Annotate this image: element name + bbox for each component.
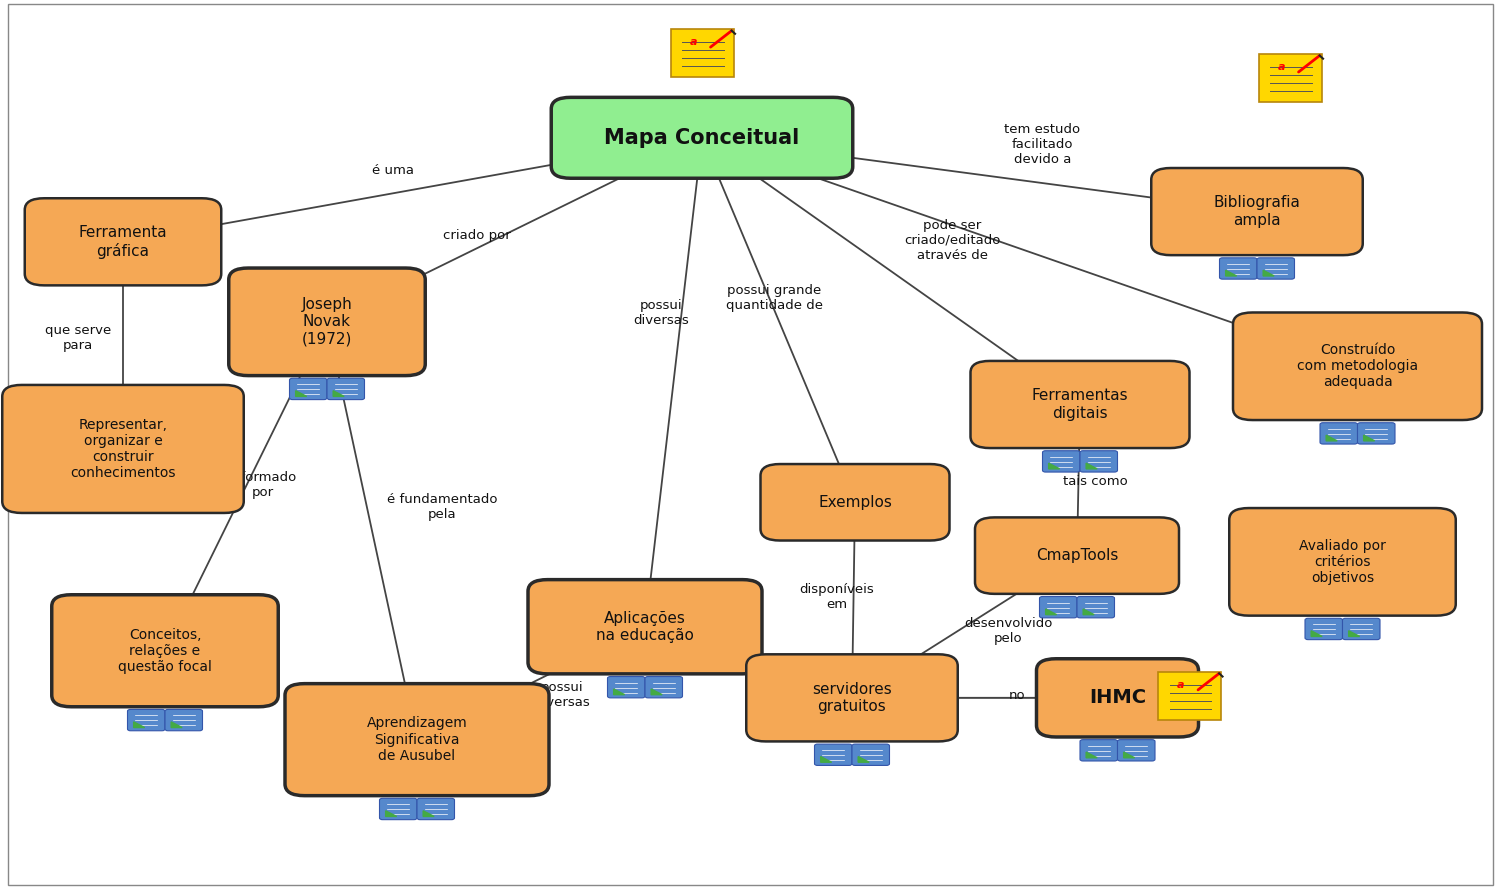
FancyBboxPatch shape [228,268,426,375]
Text: a: a [1178,680,1185,690]
Text: criado por: criado por [442,229,512,242]
FancyBboxPatch shape [417,798,454,820]
Polygon shape [614,689,624,694]
FancyBboxPatch shape [1230,509,1455,615]
Polygon shape [1086,463,1096,469]
FancyBboxPatch shape [1118,740,1155,761]
FancyBboxPatch shape [1220,258,1257,279]
FancyBboxPatch shape [1233,313,1482,420]
FancyBboxPatch shape [128,709,165,731]
FancyBboxPatch shape [1077,597,1114,618]
FancyBboxPatch shape [290,379,327,399]
Text: Conceitos,
relações e
questão focal: Conceitos, relações e questão focal [118,628,211,674]
Text: que serve
para: que serve para [45,324,111,352]
Polygon shape [821,757,831,762]
FancyBboxPatch shape [1358,423,1395,444]
FancyBboxPatch shape [380,798,417,820]
Polygon shape [1348,631,1359,637]
Text: possui
diversas: possui diversas [534,681,591,709]
Text: Representar,
organizar e
construir
conhecimentos: Representar, organizar e construir conhe… [70,418,176,480]
FancyBboxPatch shape [1042,451,1080,472]
Text: Bibliografia
ampla: Bibliografia ampla [1214,196,1300,228]
Text: é fundamentado
pela: é fundamentado pela [387,493,498,521]
FancyBboxPatch shape [327,379,364,399]
FancyBboxPatch shape [26,198,222,285]
Text: a: a [690,37,698,47]
Polygon shape [1364,436,1374,441]
Text: Exemplos: Exemplos [818,495,892,509]
Polygon shape [1226,270,1236,276]
FancyBboxPatch shape [1342,619,1380,640]
Text: pode ser
criado/editado
através de: pode ser criado/editado através de [904,219,1001,261]
FancyBboxPatch shape [746,654,957,741]
Text: disponíveis
em: disponíveis em [800,583,874,612]
Text: tem estudo
facilitado
devido a: tem estudo facilitado devido a [1005,123,1080,165]
FancyBboxPatch shape [815,744,852,765]
Polygon shape [386,811,396,816]
Text: servidores
gratuitos: servidores gratuitos [812,682,892,714]
Polygon shape [1124,752,1134,757]
Text: Ferramenta
gráfica: Ferramenta gráfica [78,225,168,259]
Polygon shape [296,391,306,396]
FancyBboxPatch shape [2,385,243,513]
FancyBboxPatch shape [285,684,549,796]
Polygon shape [858,757,868,762]
Text: possui grande
quantidade de: possui grande quantidade de [726,284,822,312]
Text: é formado
por: é formado por [228,470,297,499]
FancyBboxPatch shape [1257,258,1294,279]
FancyBboxPatch shape [760,464,950,541]
FancyBboxPatch shape [1152,168,1362,255]
Polygon shape [1048,463,1059,469]
FancyBboxPatch shape [1080,451,1118,472]
Polygon shape [1326,436,1336,441]
Text: Mapa Conceitual: Mapa Conceitual [604,128,800,148]
Text: tais como: tais como [1062,476,1128,488]
FancyBboxPatch shape [528,580,762,674]
FancyBboxPatch shape [975,517,1179,594]
FancyBboxPatch shape [51,595,279,707]
FancyBboxPatch shape [1040,597,1077,618]
Polygon shape [423,811,433,816]
Text: desenvolvido
pelo: desenvolvido pelo [964,617,1052,645]
Polygon shape [1263,270,1274,276]
Text: possui
diversas: possui diversas [633,299,690,327]
FancyBboxPatch shape [1080,740,1118,761]
FancyBboxPatch shape [645,677,682,698]
FancyBboxPatch shape [670,28,734,76]
FancyBboxPatch shape [1320,423,1358,444]
Text: Aprendizagem
Significativa
de Ausubel: Aprendizagem Significativa de Ausubel [366,717,468,763]
FancyBboxPatch shape [165,709,202,731]
FancyBboxPatch shape [852,744,889,765]
FancyBboxPatch shape [608,677,645,698]
Text: a: a [1278,62,1286,72]
Polygon shape [1311,631,1322,637]
Text: CmapTools: CmapTools [1036,549,1118,563]
FancyBboxPatch shape [1258,53,1322,101]
FancyBboxPatch shape [970,361,1190,448]
FancyBboxPatch shape [552,97,852,178]
Polygon shape [171,722,182,727]
Text: Avaliado por
critérios
objetivos: Avaliado por critérios objetivos [1299,539,1386,585]
Polygon shape [1046,609,1056,614]
Text: pode ser: pode ser [1156,218,1214,230]
Text: é uma: é uma [372,164,414,177]
FancyBboxPatch shape [1305,619,1342,640]
Text: IHMC: IHMC [1089,688,1146,708]
Polygon shape [134,722,144,727]
FancyBboxPatch shape [1036,659,1199,737]
Text: Aplicações
na educação: Aplicações na educação [596,611,694,643]
Polygon shape [1083,609,1094,614]
Text: no: no [1008,689,1026,701]
Text: Construído
com metodologia
adequada: Construído com metodologia adequada [1298,343,1418,389]
FancyBboxPatch shape [1158,672,1221,720]
Polygon shape [651,689,662,694]
Text: Joseph
Novak
(1972): Joseph Novak (1972) [302,297,352,347]
Polygon shape [333,391,344,396]
Polygon shape [1086,752,1096,757]
Text: Ferramentas
digitais: Ferramentas digitais [1032,388,1128,420]
